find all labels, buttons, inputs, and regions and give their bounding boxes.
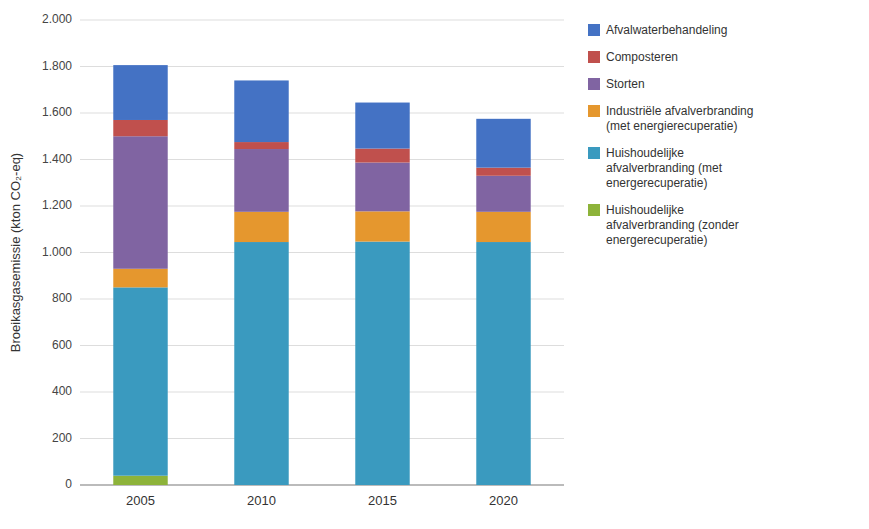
- y-axis-label: Broeikasgasemissie (kton CO₂-eq): [8, 153, 23, 352]
- bar-segment: [113, 120, 167, 136]
- y-tick-label: 0: [65, 477, 72, 491]
- legend: Afvalwaterbehandeling Composteren Storten I…: [588, 23, 753, 247]
- bar-segment: [234, 149, 288, 212]
- y-axis: 0 200 400 600 800 1.000 1.200 1.400 1.600 1.800 2.…: [42, 12, 564, 491]
- y-tick-label: 200: [52, 431, 72, 445]
- bar-segment: [355, 242, 409, 485]
- legend-label: Huishoudelijkeafvalverbranding (metenerg…: [606, 146, 723, 190]
- legend-label-line: (met energierecuperatie): [606, 119, 737, 133]
- x-tick-label: 2015: [368, 493, 397, 508]
- x-tick-label: 2020: [489, 493, 518, 508]
- legend-label-line: Afvalwaterbehandeling: [606, 23, 727, 37]
- bar-segment: [113, 476, 167, 485]
- legend-label: Storten: [606, 77, 645, 91]
- y-tick-label: 1.600: [42, 105, 72, 119]
- legend-label-line: Composteren: [606, 50, 678, 64]
- bar-segment: [113, 269, 167, 288]
- y-tick-label: 1.200: [42, 198, 72, 212]
- y-tick-label: 600: [52, 338, 72, 352]
- y-tick-label: 1.800: [42, 59, 72, 73]
- x-axis: 2005 2010 2015 2020: [80, 485, 564, 508]
- bar-segment: [113, 287, 167, 475]
- chart-svg: 0 200 400 600 800 1.000 1.200 1.400 1.600 1.800 2.…: [0, 0, 869, 529]
- bar-segment: [113, 65, 167, 120]
- y-tick-label: 400: [52, 384, 72, 398]
- legend-label-line: energerecuperatie): [606, 233, 707, 247]
- bar-segment: [355, 149, 409, 163]
- y-tick-label: 1.000: [42, 245, 72, 259]
- legend-label-line: afvalverbranding (zonder: [606, 218, 739, 232]
- bar-segment: [476, 212, 530, 242]
- bar-segment: [234, 142, 288, 149]
- legend-swatch: [588, 105, 600, 117]
- y-tick-label: 800: [52, 291, 72, 305]
- bar-segment: [234, 242, 288, 485]
- legend-label: Industriële afvalverbranding(met energie…: [606, 104, 753, 133]
- bar-segment: [355, 163, 409, 212]
- y-tick-label: 2.000: [42, 12, 72, 26]
- legend-swatch: [588, 78, 600, 90]
- legend-label-line: Storten: [606, 77, 645, 91]
- bars: [113, 65, 530, 485]
- bar-segment: [476, 119, 530, 168]
- legend-swatch: [588, 147, 600, 159]
- legend-label: Afvalwaterbehandeling: [606, 23, 727, 37]
- x-tick-label: 2005: [126, 493, 155, 508]
- legend-label-line: Huishoudelijke: [606, 146, 684, 160]
- bar-segment: [476, 176, 530, 212]
- bar-segment: [234, 212, 288, 242]
- bar-segment: [476, 168, 530, 176]
- legend-label-line: Huishoudelijke: [606, 203, 684, 217]
- legend-label-line: energerecuperatie): [606, 176, 707, 190]
- bar-segment: [234, 80, 288, 142]
- bar-segment: [113, 136, 167, 269]
- legend-swatch: [588, 204, 600, 216]
- legend-swatch: [588, 24, 600, 36]
- grid-line: [80, 20, 564, 21]
- bar-segment: [476, 242, 530, 485]
- legend-label: Huishoudelijkeafvalverbranding (zonderen…: [606, 203, 739, 247]
- chart-container: 0 200 400 600 800 1.000 1.200 1.400 1.600 1.800 2.…: [0, 0, 869, 529]
- y-tick-label: 1.400: [42, 152, 72, 166]
- bar-segment: [355, 103, 409, 149]
- legend-label: Composteren: [606, 50, 678, 64]
- legend-label-line: afvalverbranding (met: [606, 161, 723, 175]
- x-tick-label: 2010: [247, 493, 276, 508]
- legend-swatch: [588, 51, 600, 63]
- page: {"chart_data": { "type": "bar", "stacked…: [0, 0, 869, 529]
- bar-segment: [355, 211, 409, 241]
- legend-label-line: Industriële afvalverbranding: [606, 104, 753, 118]
